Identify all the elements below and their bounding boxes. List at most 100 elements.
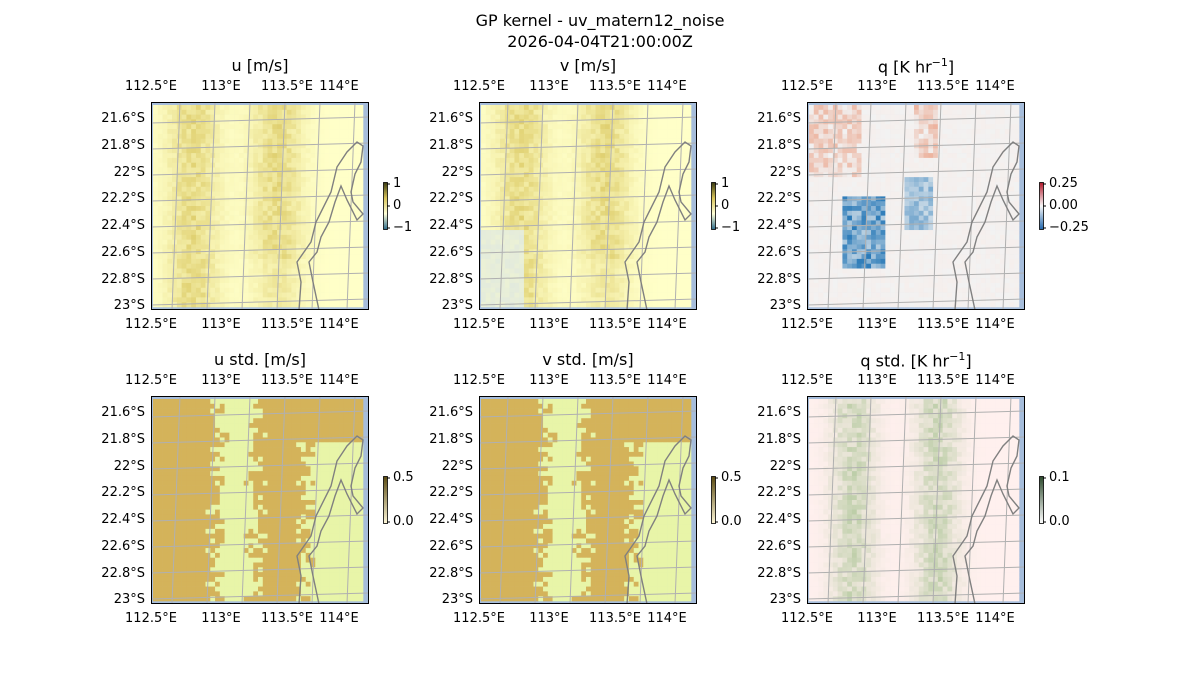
- lon-label: 114°E: [647, 79, 687, 94]
- lon-label: 113°E: [857, 317, 897, 332]
- map-v: [479, 102, 697, 310]
- lat-label: 22.6°S: [429, 245, 473, 260]
- colorbar-tick-label: 0.0: [393, 514, 414, 529]
- coastline: [952, 141, 1020, 310]
- lat-label: 21.8°S: [757, 432, 801, 447]
- panel-title-v: v [m/s]: [439, 56, 737, 75]
- panel-title-u_std: u std. [m/s]: [111, 350, 409, 369]
- lat-label: 22.8°S: [757, 272, 801, 287]
- map-u_std: [151, 396, 369, 604]
- panel-title-text: q std. [K hr: [860, 351, 950, 371]
- lat-label: 22.2°S: [757, 191, 801, 206]
- lat-label: 21.8°S: [101, 432, 145, 447]
- field-cells-q_std: [809, 399, 1020, 602]
- lat-label: 22.6°S: [101, 539, 145, 554]
- lon-label: 112.5°E: [453, 373, 505, 388]
- field-cells-q: [809, 105, 1020, 308]
- colorbar-tick-label: 0.00: [1049, 198, 1078, 213]
- figure-timestamp: 2026-04-04T21:00:00Z: [507, 32, 693, 51]
- lon-label: 112.5°E: [453, 611, 505, 626]
- figure-title: GP kernel - uv_matern12_noise 2026-04-04…: [0, 10, 1200, 52]
- lat-label: 22.2°S: [101, 485, 145, 500]
- lon-label: 113°E: [857, 611, 897, 626]
- colorbar-tick-label: 0.1: [1049, 470, 1070, 485]
- colorbar-q_std: [1039, 476, 1046, 524]
- graticule: [807, 396, 1025, 604]
- colorbar-tick-label: −1: [393, 220, 413, 235]
- lat-label: 22.4°S: [757, 218, 801, 233]
- lat-label: 23°S: [769, 298, 801, 313]
- lon-label: 114°E: [319, 611, 359, 626]
- lat-label: 23°S: [113, 592, 145, 607]
- lat-label: 22.2°S: [101, 191, 145, 206]
- lon-label: 113.5°E: [261, 373, 313, 388]
- graticule: [151, 102, 369, 310]
- colorbar-tick-label: −1: [721, 220, 741, 235]
- coastline: [624, 435, 692, 604]
- panel-title-superscript: −1: [931, 56, 948, 69]
- lon-label: 113.5°E: [261, 611, 313, 626]
- lon-label: 113°E: [857, 79, 897, 94]
- colorbar-u_std: [383, 476, 390, 524]
- graticule: [479, 396, 697, 604]
- lon-label: 112.5°E: [125, 79, 177, 94]
- lat-label: 21.8°S: [101, 138, 145, 153]
- lon-label: 112.5°E: [781, 611, 833, 626]
- lon-label: 114°E: [975, 317, 1015, 332]
- graticule: [807, 102, 1025, 310]
- graticule: [479, 102, 697, 310]
- lat-label: 22.4°S: [429, 512, 473, 527]
- lon-label: 113°E: [201, 317, 241, 332]
- map-q: [807, 102, 1025, 310]
- coastline: [296, 141, 364, 310]
- lon-label: 114°E: [647, 317, 687, 332]
- lat-label: 23°S: [441, 592, 473, 607]
- lat-label: 23°S: [441, 298, 473, 313]
- colorbar-q: [1039, 182, 1046, 230]
- panel-title-q_std: q std. [K hr−1]: [767, 350, 1065, 370]
- lon-label: 112.5°E: [781, 317, 833, 332]
- lat-label: 22°S: [113, 165, 145, 180]
- map-v_std: [479, 396, 697, 604]
- lon-label: 112.5°E: [125, 611, 177, 626]
- lon-label: 113°E: [201, 79, 241, 94]
- lon-label: 114°E: [319, 373, 359, 388]
- lon-label: 113.5°E: [261, 317, 313, 332]
- lat-label: 22.2°S: [429, 485, 473, 500]
- lat-label: 22.6°S: [757, 245, 801, 260]
- graticule: [151, 396, 369, 604]
- panel-title-u: u [m/s]: [111, 56, 409, 75]
- lat-label: 22°S: [441, 459, 473, 474]
- lon-label: 114°E: [319, 79, 359, 94]
- figure-title-text: GP kernel - uv_matern12_noise: [475, 11, 725, 30]
- map-frame: [807, 396, 1025, 604]
- map-frame: [151, 396, 369, 604]
- lat-label: 22.4°S: [101, 512, 145, 527]
- lon-label: 114°E: [975, 611, 1015, 626]
- lon-label: 112.5°E: [781, 373, 833, 388]
- lon-label: 114°E: [975, 79, 1015, 94]
- lon-label: 113°E: [529, 373, 569, 388]
- lat-label: 21.6°S: [429, 405, 473, 420]
- lon-label: 113°E: [529, 317, 569, 332]
- lat-label: 21.6°S: [757, 405, 801, 420]
- lat-label: 22.2°S: [429, 191, 473, 206]
- colorbar-tick-label: 0.25: [1049, 176, 1078, 191]
- panel-title-superscript: −1: [949, 350, 966, 363]
- lat-label: 22.6°S: [757, 539, 801, 554]
- lat-label: 22.8°S: [429, 566, 473, 581]
- lat-label: 21.6°S: [757, 111, 801, 126]
- lat-label: 22.2°S: [757, 485, 801, 500]
- lat-label: 21.8°S: [757, 138, 801, 153]
- lon-label: 113.5°E: [589, 611, 641, 626]
- lon-label: 113.5°E: [917, 373, 969, 388]
- panel-title-end: ]: [965, 351, 972, 371]
- lon-label: 114°E: [319, 317, 359, 332]
- lat-label: 22°S: [113, 459, 145, 474]
- field-cells-u: [153, 105, 364, 308]
- panel-title-q: q [K hr−1]: [767, 56, 1065, 76]
- lat-label: 22.4°S: [101, 218, 145, 233]
- lat-label: 21.6°S: [101, 405, 145, 420]
- lon-label: 113°E: [529, 79, 569, 94]
- lon-label: 114°E: [647, 611, 687, 626]
